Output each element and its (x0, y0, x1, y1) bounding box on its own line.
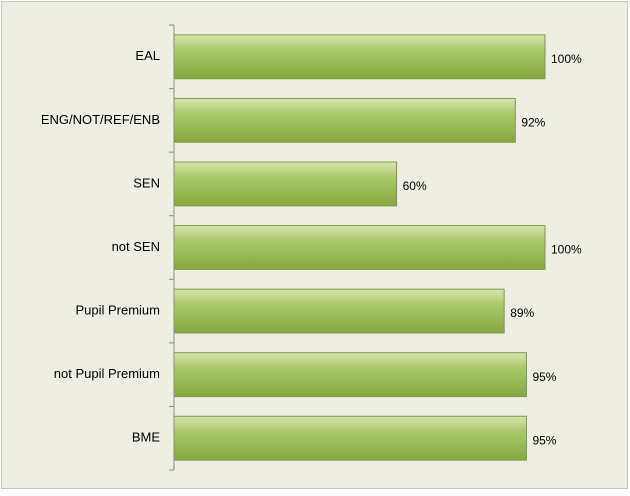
y-tick-label: not Pupil Premium (54, 366, 160, 381)
bar (173, 97, 516, 143)
data-label: 95% (532, 433, 556, 447)
bar (173, 415, 527, 461)
y-tick-label: ENG/NOT/REF/ENB (41, 112, 160, 127)
bar (173, 288, 505, 334)
y-tick-label: SEN (133, 175, 160, 190)
y-tick-label: Pupil Premium (75, 303, 160, 318)
bar (173, 34, 546, 80)
data-label: 92% (521, 116, 545, 130)
data-label: 100% (551, 243, 582, 257)
data-label: 60% (403, 179, 427, 193)
data-label: 89% (510, 306, 534, 320)
bar (173, 225, 546, 270)
y-tick-label: not SEN (112, 239, 160, 254)
data-label: 95% (532, 370, 556, 384)
y-tick-label: EAL (135, 48, 160, 63)
bar (173, 161, 398, 207)
y-tick-label: BME (132, 430, 161, 445)
bar (173, 352, 527, 398)
data-label: 100% (551, 52, 582, 66)
